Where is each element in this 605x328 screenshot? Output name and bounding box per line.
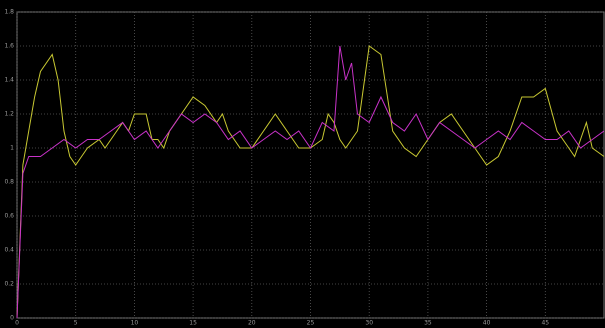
y-tick-label: 1 (10, 145, 14, 152)
series-line (16, 45, 605, 319)
x-tick-label: 30 (365, 320, 373, 327)
x-tick-label: 20 (248, 320, 256, 327)
x-tick-label: 25 (307, 320, 315, 327)
y-tick-label: 0.6 (4, 213, 14, 220)
x-tick-label: 40 (483, 320, 491, 327)
y-tick-label: 1.4 (4, 77, 14, 84)
y-tick-label: 0 (10, 315, 14, 322)
y-tick-label: 1.8 (4, 9, 14, 16)
y-tick-label: 1.2 (4, 111, 14, 118)
y-tick-label: 0.4 (4, 247, 14, 254)
y-tick-label: 1.6 (4, 43, 14, 50)
x-tick-label: 45 (541, 320, 549, 327)
x-tick-label: 0 (15, 320, 19, 327)
x-tick-label: 10 (131, 320, 139, 327)
x-tick-label: 35 (424, 320, 432, 327)
x-tick-label: 5 (74, 320, 78, 327)
series-line (16, 45, 605, 319)
y-tick-label: 0.8 (4, 179, 14, 186)
y-tick-label: 0.2 (4, 281, 14, 288)
x-tick-label: 15 (189, 320, 197, 327)
